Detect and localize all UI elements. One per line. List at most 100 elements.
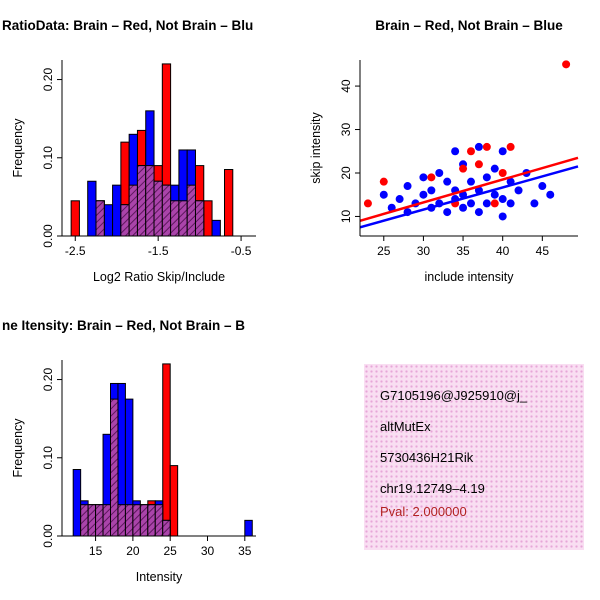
y-tick-label: 0.00	[41, 524, 55, 548]
gene-symbol-text: 5730436H21Rik	[380, 450, 474, 465]
notbrain-blue-point	[443, 177, 452, 186]
brain-red-bar	[223, 169, 234, 237]
x-tick-label: -2.5	[65, 244, 86, 258]
brain-red-point	[562, 60, 571, 69]
brain-red-point	[498, 168, 507, 177]
brain-red-bar	[70, 200, 80, 237]
overlap-bar	[102, 504, 111, 537]
overlap-bar	[120, 204, 130, 237]
brain-red-point	[490, 199, 499, 208]
overlap-bar	[95, 200, 105, 237]
notbrain-blue-point	[451, 147, 460, 156]
y-axis-label: Frequency	[11, 118, 25, 178]
x-axis-label: Log2 Ratio Skip/Include	[93, 270, 225, 284]
notbrain-blue-bar	[211, 219, 221, 237]
brain-red-point	[474, 160, 483, 169]
info-panel: G7105196@J925910@j_ altMutEx 5730436H21R…	[300, 300, 600, 600]
notbrain-blue-bar	[112, 184, 122, 237]
gene-id-text: G7105196@J925910@j_	[380, 388, 528, 403]
overlap-bar	[95, 504, 104, 537]
y-axis-label: skip intensity	[309, 111, 323, 183]
notbrain-blue-point	[482, 173, 491, 182]
brain-red-point	[379, 177, 388, 186]
overlap-bar	[162, 519, 171, 537]
notbrain-blue-point	[466, 199, 475, 208]
x-tick-label: 15	[89, 544, 103, 558]
notbrain-blue-point	[538, 182, 547, 191]
brain-red-point	[459, 164, 468, 173]
notbrain-blue-point	[490, 190, 499, 199]
y-tick-label: 30	[339, 123, 353, 137]
overlap-bar	[194, 200, 205, 237]
notbrain-blue-bar	[244, 519, 253, 537]
notbrain-blue-bar	[87, 180, 97, 237]
brain-red-bar	[162, 363, 171, 537]
overlap-bar	[124, 504, 134, 537]
notbrain-blue-fit-line	[359, 165, 579, 229]
overlap-bar	[117, 504, 126, 537]
x-tick-label: -0.5	[231, 244, 252, 258]
y-tick-label: 40	[339, 79, 353, 93]
gene-intensity-histogram-panel: 15 20 25 30 35 0.00 0.10 0.20 Intensity Frequency…	[2, 318, 256, 584]
x-tick-label: 30	[201, 544, 215, 558]
gene-info-box: G7105196@J925910@j_ altMutEx 5730436H21R…	[364, 364, 584, 550]
x-axis-label: include intensity	[425, 270, 515, 284]
overlap-bar	[161, 184, 172, 237]
brain-red-point	[482, 142, 491, 151]
notbrain-blue-point	[443, 208, 452, 217]
x-tick-label: 45	[536, 244, 550, 258]
overlap-bar	[145, 165, 155, 237]
overlap-bar	[80, 504, 89, 537]
y-tick-label: 0.10	[41, 146, 55, 170]
notbrain-blue-point	[498, 195, 507, 204]
overlap-bar	[87, 504, 97, 537]
overlap-bar	[132, 504, 141, 537]
overlap-bar	[186, 184, 196, 237]
pval-text: Pval: 2.000000	[380, 504, 467, 519]
brain-red-point	[363, 199, 372, 208]
notbrain-blue-point	[466, 177, 475, 186]
notbrain-blue-point	[482, 199, 491, 208]
overlap-bar	[110, 398, 119, 537]
notbrain-blue-bar	[103, 204, 114, 237]
y-tick-label: 0.20	[41, 368, 55, 392]
overlap-bar	[170, 200, 180, 237]
notbrain-blue-bar	[72, 469, 82, 537]
brain-red-point	[466, 147, 475, 156]
x-tick-label: 25	[377, 244, 391, 258]
overlap-bar	[128, 184, 138, 237]
overlap-bar	[147, 504, 156, 537]
y-tick-label: 0.20	[41, 68, 55, 92]
x-tick-label: 20	[126, 544, 140, 558]
y-tick-label: 20	[339, 166, 353, 180]
notbrain-blue-point	[403, 182, 412, 191]
notbrain-blue-point	[474, 142, 483, 151]
y-axis-label: Frequency	[11, 418, 25, 478]
x-tick-label: 30	[417, 244, 431, 258]
x-tick-label: 40	[496, 244, 510, 258]
overlap-bar	[154, 504, 164, 537]
overlap-bar	[136, 165, 147, 237]
notbrain-blue-point	[546, 190, 555, 199]
notbrain-blue-point	[474, 208, 483, 217]
notbrain-blue-point	[498, 212, 507, 221]
chart-title: ne Itensity: Brain – Red, Not Brain – B	[2, 318, 245, 333]
intensity-scatter-panel: 25 30 35 40 45 10 20 30 40 include intensity skip …	[309, 18, 579, 284]
notbrain-blue-point	[395, 195, 404, 204]
brain-red-fit-line	[359, 156, 579, 222]
brain-red-bar	[203, 200, 213, 237]
notbrain-blue-point	[459, 203, 468, 212]
chromosome-location-text: chr19.12749–4.19	[380, 481, 485, 496]
overlap-bar	[178, 200, 188, 237]
brain-red-point	[506, 142, 515, 151]
ratio-histogram-panel: -2.5 -1.5 -0.5 0.00 0.10 0.20 Log2 Ratio Skip/…	[2, 18, 256, 284]
overlap-bar	[153, 180, 163, 237]
y-tick-label: 0.00	[41, 224, 55, 248]
brain-red-bar	[169, 465, 179, 537]
event-type-text: altMutEx	[380, 419, 431, 434]
notbrain-blue-point	[379, 190, 388, 199]
notbrain-blue-point	[506, 199, 515, 208]
notbrain-blue-point	[490, 164, 499, 173]
notbrain-blue-point	[498, 147, 507, 156]
y-tick-label: 0.10	[41, 446, 55, 470]
